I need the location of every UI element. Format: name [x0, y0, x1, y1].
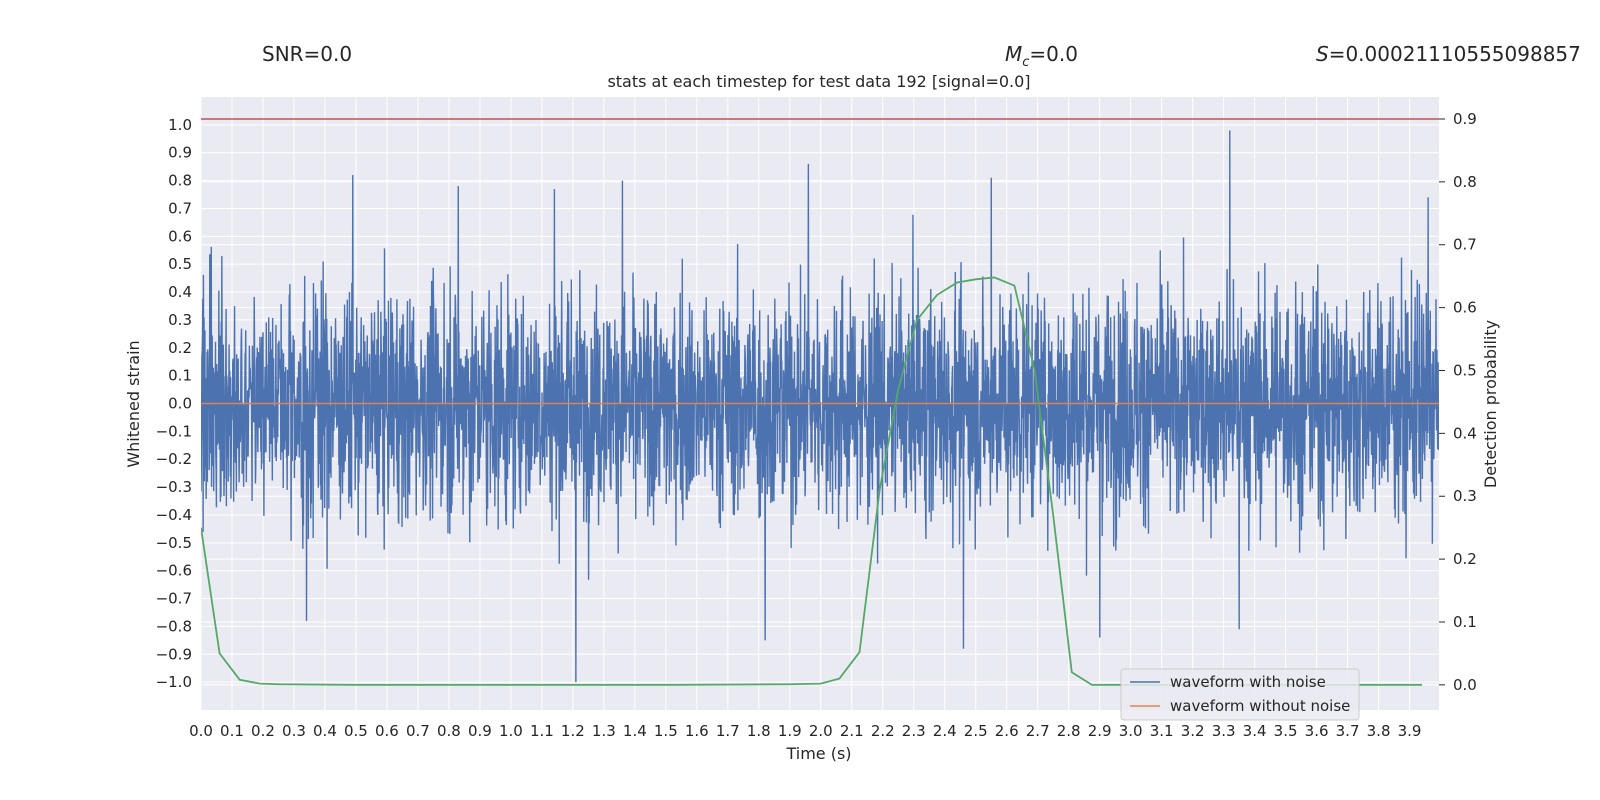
x-tick-label: 3.7 [1336, 722, 1360, 740]
x-tick-label: 0.4 [313, 722, 337, 740]
y-tick-label: 0.8 [168, 172, 192, 190]
legend-box [1120, 668, 1360, 721]
y2-tick-labels: 0.0 0.1 0.2 0.3 0.4 0.5 0.6 0.7 0.8 0.9 [1439, 110, 1477, 694]
x-axis-label: Time (s) [785, 744, 851, 763]
x-tick-label: 0.9 [468, 722, 492, 740]
y-tick-label: −0.5 [156, 534, 192, 552]
x-tick-label: 1.2 [561, 722, 585, 740]
x-tick-label: 3.4 [1243, 722, 1267, 740]
x-tick-label: 2.3 [902, 722, 926, 740]
x-tick-label: 3.0 [1119, 722, 1143, 740]
x-tick-label: 2.4 [933, 722, 957, 740]
y-tick-label: −0.2 [156, 450, 192, 468]
s-statistic-label: S=0.00021110555098857 [1316, 42, 1581, 66]
y2-tick-label: 0.5 [1453, 361, 1477, 379]
x-tick-label: 2.5 [964, 722, 988, 740]
x-tick-label: 3.8 [1367, 722, 1391, 740]
legend-label-with-noise: waveform with noise [1170, 673, 1326, 691]
y2-tick-label: 0.4 [1453, 424, 1477, 442]
series-layer [201, 118, 1439, 686]
x-tick-label: 0.7 [406, 722, 430, 740]
x-tick-label: 1.0 [499, 722, 523, 740]
y-tick-label: 0.0 [168, 395, 192, 413]
y-tick-label: 0.2 [168, 339, 192, 357]
y-axis-label: Whitened strain [124, 340, 143, 467]
y2-tick-label: 0.1 [1453, 613, 1477, 631]
y2-tick-label: 0.6 [1453, 299, 1477, 317]
x-tick-label: 1.7 [716, 722, 740, 740]
y2-tick-label: 0.2 [1453, 550, 1477, 568]
x-tick-label: 2.7 [1026, 722, 1050, 740]
x-tick-labels: 0.0 0.1 0.2 0.3 0.4 0.5 0.6 0.7 0.8 0.9 1.0 1.1 1.2 1… [189, 722, 1421, 740]
y-tick-label: −0.3 [156, 478, 192, 496]
x-tick-label: 3.6 [1305, 722, 1329, 740]
x-tick-label: 1.1 [530, 722, 554, 740]
y-tick-label: 0.9 [168, 144, 192, 162]
x-tick-label: 2.9 [1088, 722, 1112, 740]
y-tick-label: −0.1 [156, 422, 192, 440]
y-tick-label: 0.1 [168, 367, 192, 385]
x-tick-label: 1.3 [592, 722, 616, 740]
y-tick-label: −0.6 [156, 562, 192, 580]
series-waveform-with-noise [201, 130, 1439, 683]
y2-tick-label: 0.9 [1453, 110, 1477, 128]
x-tick-label: 3.1 [1150, 722, 1174, 740]
y-tick-label: −1.0 [156, 673, 192, 691]
y-tick-label: −0.8 [156, 617, 192, 635]
x-tick-label: 1.4 [623, 722, 647, 740]
x-tick-label: 0.0 [189, 722, 213, 740]
x-tick-label: 0.3 [282, 722, 306, 740]
x-tick-label: 1.5 [654, 722, 678, 740]
x-tick-label: 2.1 [840, 722, 864, 740]
y-tick-label: 0.3 [168, 311, 192, 329]
snr-label: SNR=0.0 [262, 42, 352, 66]
y2-tick-label: 0.3 [1453, 487, 1477, 505]
x-tick-label: 1.8 [747, 722, 771, 740]
x-tick-label: 0.5 [344, 722, 368, 740]
x-tick-label: 1.6 [685, 722, 709, 740]
y2-tick-label: 0.7 [1453, 236, 1477, 254]
x-tick-label: 0.6 [375, 722, 399, 740]
y-tick-label: 0.5 [168, 255, 192, 273]
y-tick-label: −0.9 [156, 645, 192, 663]
x-tick-label: 3.3 [1212, 722, 1236, 740]
y2-axis-label: Detection probability [1481, 320, 1500, 488]
chirp-mass-label: Mc=0.0 [1005, 42, 1078, 70]
y-tick-label: 0.6 [168, 227, 192, 245]
y-tick-labels: −1.0 −0.9 −0.8 −0.7 −0.6 −0.5 −0.4 −0.3 −0.2 −0.1… [156, 116, 192, 691]
x-tick-label: 0.2 [251, 722, 275, 740]
top-annotations: SNR=0.0 Mc=0.0 S=0.00021110555098857 [262, 42, 1581, 70]
x-tick-label: 1.9 [778, 722, 802, 740]
y-tick-label: −0.7 [156, 590, 192, 608]
x-tick-label: 2.0 [809, 722, 833, 740]
x-tick-label: 0.1 [220, 722, 244, 740]
series-detection-probability [201, 276, 1422, 686]
chart-title: stats at each timestep for test data 192… [607, 72, 1030, 91]
y2-tick-label: 0.0 [1453, 676, 1477, 694]
x-tick-label: 3.2 [1181, 722, 1205, 740]
x-tick-label: 3.5 [1274, 722, 1298, 740]
y-tick-label: 0.7 [168, 199, 192, 217]
y-tick-label: 1.0 [168, 116, 192, 134]
x-tick-label: 0.8 [437, 722, 461, 740]
x-tick-label: 2.6 [995, 722, 1019, 740]
y-tick-label: 0.4 [168, 283, 192, 301]
y-tick-label: −0.4 [156, 506, 192, 524]
legend-label-without-noise: waveform without noise [1170, 697, 1350, 715]
x-tick-label: 2.2 [871, 722, 895, 740]
y2-tick-label: 0.8 [1453, 173, 1477, 191]
legend: waveform with noise waveform without noi… [1120, 668, 1360, 721]
x-tick-label: 3.9 [1398, 722, 1422, 740]
x-tick-label: 2.8 [1057, 722, 1081, 740]
